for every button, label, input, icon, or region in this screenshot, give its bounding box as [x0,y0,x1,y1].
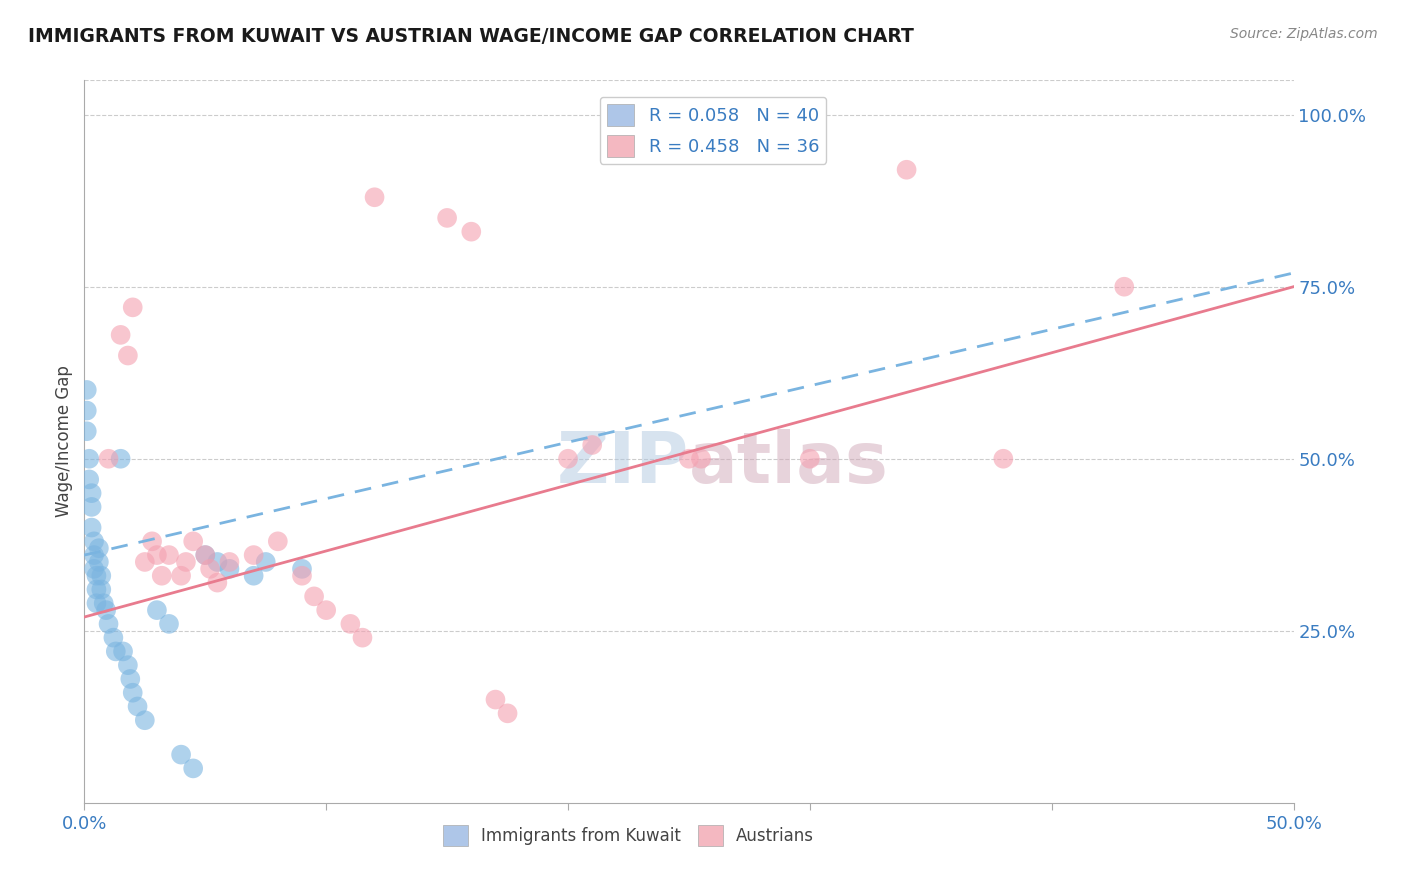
Point [76,383,98,397]
Point [76,403,98,417]
Point [83,534,105,549]
Text: IMMIGRANTS FROM KUWAIT VS AUSTRIAN WAGE/INCOME GAP CORRELATION CHART: IMMIGRANTS FROM KUWAIT VS AUSTRIAN WAGE/… [28,27,914,45]
Point [157,616,180,631]
Text: ZIP: ZIP [557,429,689,498]
Point [134,555,156,569]
Point [90,582,112,597]
Point [134,713,156,727]
Point [352,631,374,645]
Point [484,692,506,706]
Point [678,451,700,466]
Point [110,327,132,342]
Point [799,451,821,466]
Point [86,568,108,582]
Point [198,562,221,576]
Point [363,190,385,204]
Point [242,568,264,582]
Point [207,555,229,569]
Point [581,438,603,452]
Point [157,548,180,562]
Point [117,349,139,363]
Point [291,562,314,576]
Point [127,699,149,714]
Point [104,644,127,658]
Point [103,631,125,645]
Point [90,568,112,582]
Point [170,568,193,582]
Point [557,451,579,466]
Point [97,451,120,466]
Point [181,761,204,775]
Point [302,590,325,604]
Point [315,603,337,617]
Point [77,472,100,486]
Point [117,658,139,673]
Point [86,596,108,610]
Point [76,424,98,438]
Point [121,301,143,315]
Point [170,747,193,762]
Point [120,672,142,686]
Point [86,582,108,597]
Point [150,568,173,582]
Text: atlas: atlas [689,429,889,498]
Point [97,616,120,631]
Point [87,555,110,569]
Point [291,568,314,582]
Point [267,534,290,549]
Point [194,548,217,562]
Point [993,451,1015,466]
Point [77,451,100,466]
Point [146,603,169,617]
Point [207,575,229,590]
Point [80,486,103,500]
Point [146,548,169,562]
Point [218,562,240,576]
Point [242,548,264,562]
Point [110,451,132,466]
Point [690,451,713,466]
Point [181,534,204,549]
Point [121,686,143,700]
Point [94,603,117,617]
Point [194,548,217,562]
Point [141,534,163,549]
Point [1114,279,1136,293]
Point [174,555,197,569]
Legend: Immigrants from Kuwait, Austrians: Immigrants from Kuwait, Austrians [436,819,821,852]
Point [83,548,105,562]
Text: Source: ZipAtlas.com: Source: ZipAtlas.com [1230,27,1378,41]
Point [112,644,135,658]
Point [460,225,482,239]
Point [83,562,105,576]
Point [87,541,110,556]
Point [339,616,361,631]
Point [436,211,458,225]
Point [218,555,240,569]
Point [93,596,115,610]
Point [896,162,918,177]
Point [496,706,519,721]
Y-axis label: Wage/Income Gap: Wage/Income Gap [55,366,73,517]
Point [80,500,103,514]
Point [80,520,103,534]
Point [254,555,277,569]
